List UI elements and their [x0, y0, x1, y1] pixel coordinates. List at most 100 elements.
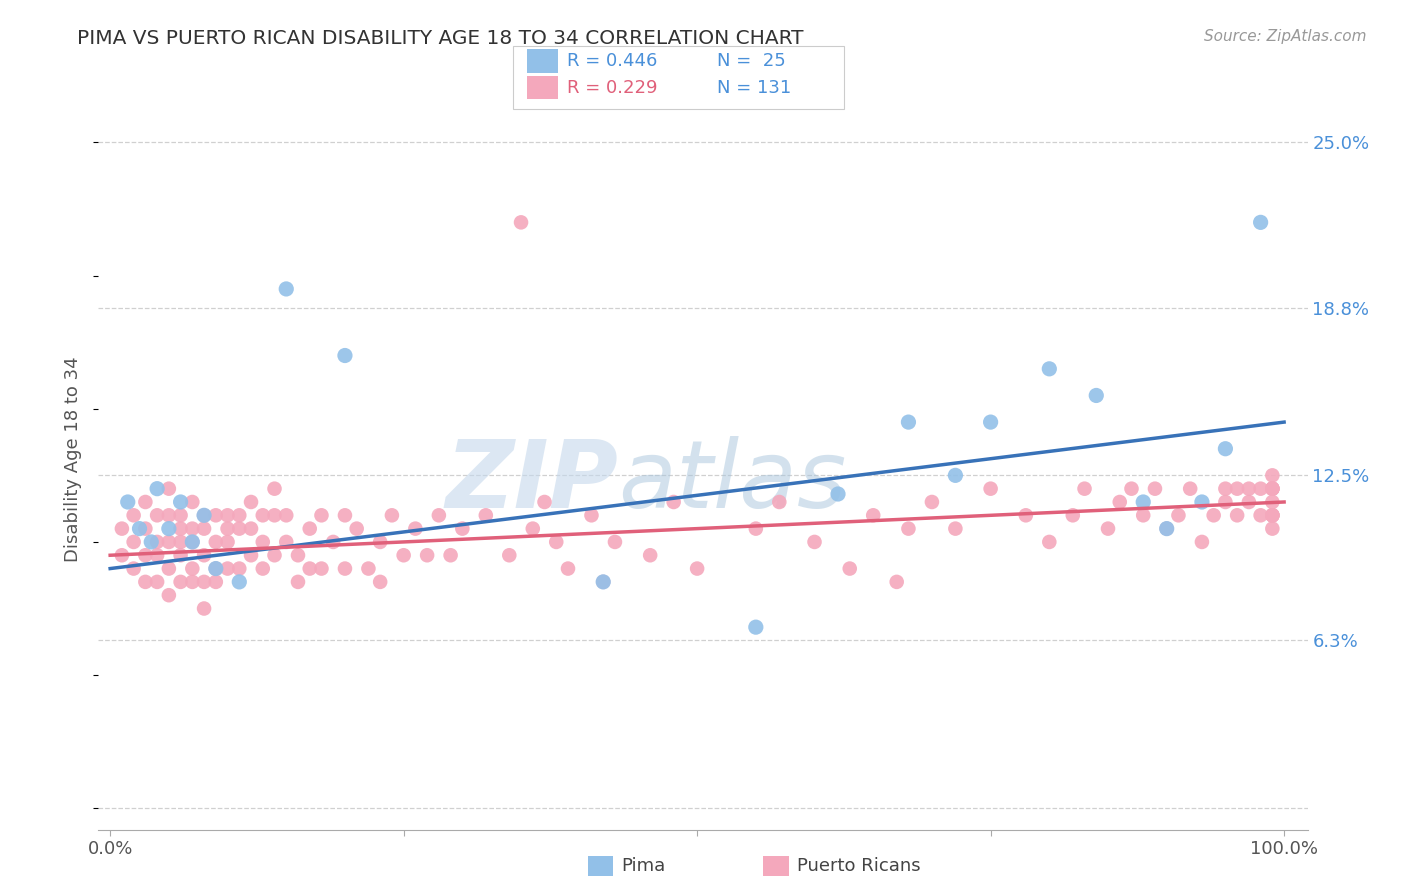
- Point: [157, 535, 180, 549]
- Point: [1191, 495, 1213, 509]
- Point: [134, 522, 156, 536]
- Point: [181, 535, 204, 549]
- Point: [1261, 508, 1284, 523]
- Point: [510, 215, 533, 229]
- Point: [1261, 508, 1284, 523]
- Point: [287, 548, 309, 562]
- Point: [1073, 482, 1095, 496]
- Point: [311, 508, 333, 523]
- Point: [368, 574, 391, 589]
- Point: [169, 522, 191, 536]
- Text: PIMA VS PUERTO RICAN DISABILITY AGE 18 TO 34 CORRELATION CHART: PIMA VS PUERTO RICAN DISABILITY AGE 18 T…: [77, 29, 804, 47]
- Point: [1167, 508, 1189, 523]
- Point: [263, 508, 285, 523]
- Point: [592, 574, 614, 589]
- Point: [1038, 535, 1060, 549]
- Point: [311, 561, 333, 575]
- Point: [333, 508, 356, 523]
- Point: [1180, 482, 1202, 496]
- Point: [1097, 522, 1119, 536]
- Point: [1250, 482, 1272, 496]
- Point: [169, 535, 191, 549]
- Point: [204, 561, 226, 575]
- Text: Puerto Ricans: Puerto Ricans: [797, 857, 921, 875]
- Point: [298, 561, 321, 575]
- Point: [217, 561, 239, 575]
- Point: [1038, 361, 1060, 376]
- Point: [298, 522, 321, 536]
- Point: [146, 535, 169, 549]
- Point: [427, 508, 450, 523]
- Point: [322, 535, 344, 549]
- Point: [193, 508, 215, 523]
- Point: [252, 508, 274, 523]
- Point: [1261, 508, 1284, 523]
- Point: [1250, 215, 1272, 229]
- Point: [217, 508, 239, 523]
- Point: [686, 561, 709, 575]
- Point: [557, 561, 579, 575]
- Point: [1261, 495, 1284, 509]
- Point: [827, 487, 849, 501]
- Point: [141, 535, 163, 549]
- Point: [333, 561, 356, 575]
- Y-axis label: Disability Age 18 to 34: Disability Age 18 to 34: [65, 357, 83, 562]
- Point: [240, 522, 263, 536]
- Point: [392, 548, 415, 562]
- Point: [193, 548, 215, 562]
- Point: [252, 535, 274, 549]
- Point: [592, 574, 614, 589]
- Point: [157, 522, 180, 536]
- Point: [217, 535, 239, 549]
- Point: [240, 495, 263, 509]
- Point: [522, 522, 544, 536]
- Point: [117, 495, 139, 509]
- Point: [1261, 482, 1284, 496]
- Point: [603, 535, 626, 549]
- Point: [1132, 508, 1154, 523]
- Point: [897, 415, 920, 429]
- Point: [263, 482, 285, 496]
- Point: [128, 522, 150, 536]
- Point: [1156, 522, 1178, 536]
- Point: [1237, 495, 1260, 509]
- Point: [1237, 482, 1260, 496]
- Point: [1215, 495, 1237, 509]
- Point: [1215, 482, 1237, 496]
- Point: [240, 548, 263, 562]
- Point: [111, 548, 134, 562]
- Point: [193, 601, 215, 615]
- Point: [193, 522, 215, 536]
- Point: [1250, 508, 1272, 523]
- Point: [381, 508, 404, 523]
- Point: [451, 522, 474, 536]
- Point: [157, 588, 180, 602]
- Text: ZIP: ZIP: [446, 435, 619, 527]
- Point: [581, 508, 603, 523]
- Point: [886, 574, 908, 589]
- Point: [498, 548, 520, 562]
- Point: [111, 522, 134, 536]
- Point: [546, 535, 568, 549]
- Point: [169, 548, 191, 562]
- Point: [862, 508, 884, 523]
- Point: [204, 508, 226, 523]
- Point: [638, 548, 661, 562]
- Point: [1121, 482, 1143, 496]
- Point: [169, 574, 191, 589]
- Point: [204, 574, 226, 589]
- Point: [146, 574, 169, 589]
- Text: N =  25: N = 25: [717, 52, 786, 70]
- Point: [181, 574, 204, 589]
- Point: [416, 548, 439, 562]
- Point: [134, 495, 156, 509]
- Point: [745, 620, 768, 634]
- Point: [122, 508, 145, 523]
- Point: [1261, 482, 1284, 496]
- Point: [134, 574, 156, 589]
- Point: [980, 415, 1002, 429]
- Point: [276, 535, 298, 549]
- Point: [1261, 482, 1284, 496]
- Point: [157, 508, 180, 523]
- Point: [921, 495, 943, 509]
